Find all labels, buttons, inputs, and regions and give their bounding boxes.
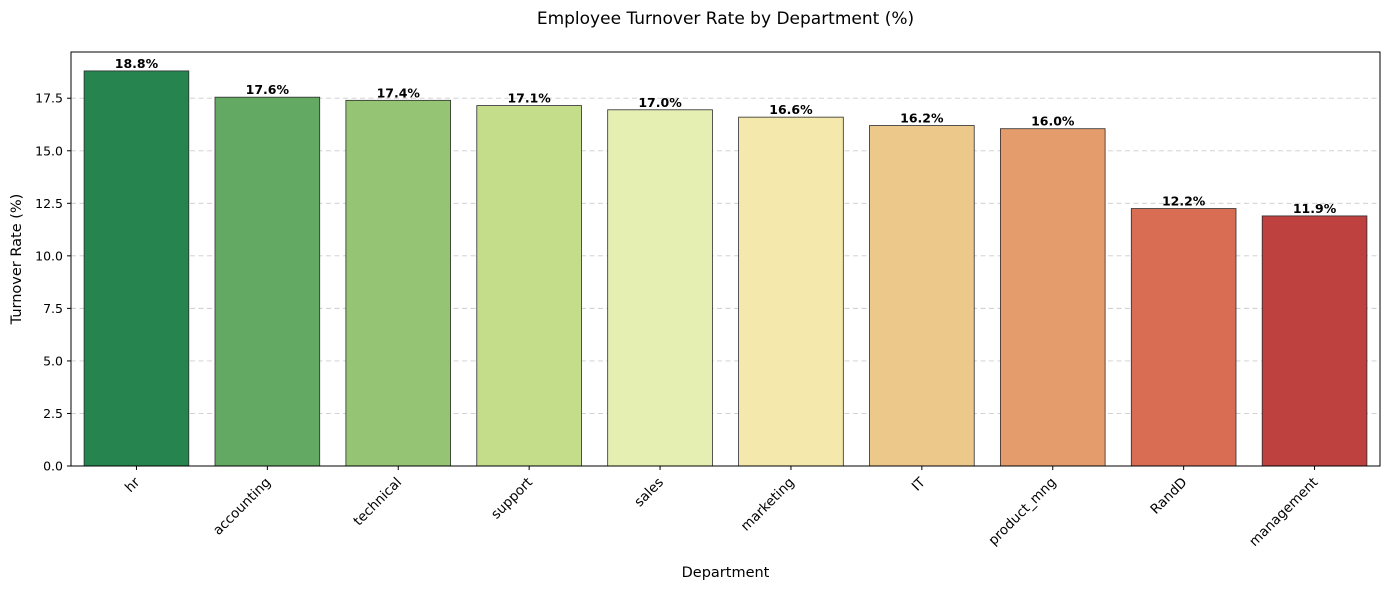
y-tick-label: 7.5 (43, 301, 63, 316)
x-tick-label: marketing (738, 475, 798, 535)
bar-accounting (214, 96, 321, 467)
value-label: 11.9% (1293, 201, 1337, 216)
chart-title: Employee Turnover Rate by Department (%) (537, 9, 914, 29)
value-label: 16.2% (900, 111, 944, 126)
x-tick-label: IT (909, 474, 929, 494)
y-tick-label: 12.5 (35, 196, 63, 211)
bar-it (869, 125, 975, 467)
y-tick-label: 2.5 (43, 406, 63, 421)
value-label: 16.6% (769, 102, 813, 117)
value-label: 17.0% (638, 95, 682, 110)
bar-product_mng (999, 128, 1106, 467)
y-tick-label: 10.0 (35, 248, 63, 263)
y-tick-label: 17.5 (35, 91, 63, 106)
y-tick-label: 5.0 (43, 353, 63, 368)
y-axis-ticks: 0.0 2.5 5.0 7.5 10.0 12.5 15.0 17.5 (35, 91, 71, 474)
y-axis-title: Turnover Rate (%) (9, 194, 25, 326)
bar-sales (607, 109, 713, 467)
x-tick-label: sales (631, 475, 667, 511)
bar-randd (1130, 208, 1237, 467)
x-tick-label: accounting (210, 475, 274, 539)
plot-frame (70, 51, 1381, 467)
x-tick-label: RandD (1147, 475, 1190, 518)
bar-hr (83, 70, 190, 467)
bar-marketing (738, 116, 844, 467)
value-label: 17.6% (246, 82, 290, 97)
x-tick-label: technical (350, 475, 405, 530)
y-tick-label: 0.0 (43, 459, 63, 474)
value-labels: 18.8% 17.6% 17.4% 17.1% 17.0% 16.6% 16.2% 16.0%… (115, 56, 1337, 216)
bar-technical (345, 99, 452, 467)
x-tick-label: management (1246, 475, 1321, 550)
value-label: 17.4% (377, 85, 421, 100)
y-tick-label: 15.0 (35, 143, 63, 158)
x-axis-title: Department (682, 565, 770, 581)
x-axis-ticks: hr accounting technical support sales marketi… (122, 466, 1321, 550)
value-label: 16.0% (1031, 114, 1075, 129)
bar-support (476, 105, 582, 467)
x-tick-label: product_mng (985, 475, 1059, 549)
value-label: 18.8% (115, 56, 159, 71)
bars (83, 70, 1368, 467)
x-tick-label: support (488, 475, 536, 523)
x-tick-label: hr (122, 474, 144, 496)
value-label: 17.1% (507, 91, 551, 106)
value-label: 12.2% (1162, 194, 1206, 209)
bar-management (1261, 215, 1368, 467)
